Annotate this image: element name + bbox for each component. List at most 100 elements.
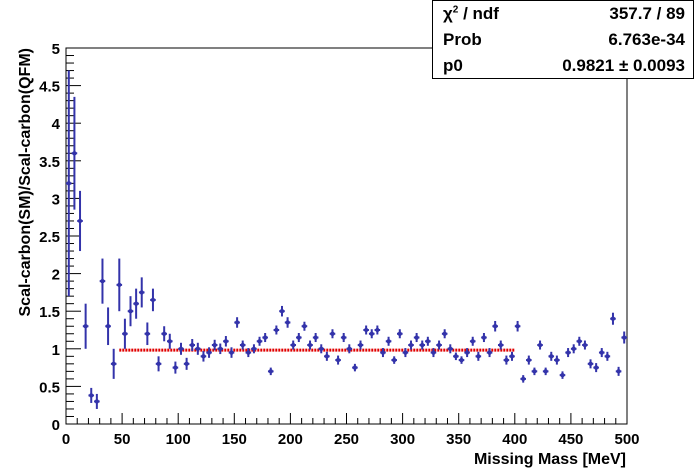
data-point — [166, 333, 173, 349]
data-marker — [442, 331, 447, 336]
data-marker — [212, 342, 217, 348]
data-marker — [352, 365, 358, 370]
data-point — [195, 342, 201, 355]
data-points — [66, 70, 627, 409]
data-marker — [324, 354, 330, 359]
data-point — [565, 348, 571, 358]
data-point — [582, 340, 588, 350]
data-point — [251, 344, 257, 354]
data-point — [621, 331, 627, 344]
data-marker — [291, 342, 296, 348]
data-point — [503, 355, 510, 365]
data-marker — [436, 342, 442, 348]
data-marker — [246, 350, 251, 355]
x-tick-label: 100 — [166, 431, 191, 448]
x-tick-label: 200 — [278, 431, 303, 448]
x-tick-label: 300 — [390, 431, 415, 448]
data-marker — [476, 354, 481, 359]
data-marker — [302, 324, 307, 329]
data-marker — [285, 320, 290, 325]
y-tick-label: 3 — [52, 191, 60, 208]
data-point — [385, 336, 392, 346]
y-tick-label: 5 — [52, 41, 60, 58]
data-marker — [133, 301, 139, 306]
data-marker — [515, 324, 520, 329]
data-point — [335, 355, 341, 365]
data-marker — [565, 350, 571, 355]
chi2-ndf-value: 357.7 / 89 — [609, 4, 685, 23]
data-point — [447, 344, 454, 354]
data-marker — [526, 357, 532, 363]
data-point — [587, 359, 594, 369]
data-marker — [380, 350, 386, 355]
data-point — [228, 347, 235, 358]
data-point — [150, 288, 156, 312]
data-marker — [167, 339, 172, 344]
stats-row-prob: Prob 6.763e-34 — [433, 27, 693, 53]
data-marker — [335, 357, 341, 363]
data-point — [183, 357, 190, 370]
data-marker — [105, 324, 111, 329]
data-marker — [184, 361, 189, 367]
axis-ticks — [65, 47, 628, 425]
x-tick-label: 450 — [558, 431, 583, 448]
data-marker — [498, 342, 503, 348]
data-point — [312, 333, 319, 343]
x-tick-label: 150 — [222, 431, 247, 448]
data-point — [77, 190, 83, 252]
plot-frame — [65, 47, 628, 425]
data-point — [239, 340, 246, 350]
data-point — [559, 371, 566, 379]
data-marker — [161, 331, 167, 336]
data-point — [537, 340, 543, 350]
data-point — [296, 333, 302, 343]
data-marker — [560, 372, 565, 378]
data-point — [380, 348, 386, 358]
data-point — [172, 361, 179, 374]
x-tick-label: 0 — [62, 431, 70, 448]
data-marker — [319, 346, 324, 351]
data-marker — [128, 309, 133, 314]
data-marker — [150, 297, 156, 303]
data-marker — [251, 346, 257, 351]
data-point — [509, 351, 515, 361]
data-marker — [369, 331, 374, 336]
y-tick-label: 2.5 — [39, 229, 60, 246]
x-tick-label: 500 — [614, 431, 639, 448]
data-point — [554, 355, 560, 365]
data-marker — [599, 350, 604, 355]
data-point — [206, 347, 212, 358]
data-point — [105, 307, 111, 346]
data-point — [329, 329, 336, 339]
data-marker — [223, 339, 229, 344]
data-point — [352, 363, 358, 372]
data-point — [273, 325, 280, 335]
data-marker — [218, 346, 223, 351]
data-marker — [201, 354, 206, 359]
chi2-ndf-label: χ2 / ndf — [443, 4, 499, 23]
data-point — [526, 355, 532, 365]
data-marker — [453, 354, 459, 359]
data-marker — [178, 346, 184, 351]
axis-tick-labels: 0 50 100 150 200 250 300 350 400 450 500 0 0.5 1 1.5 2 2… — [39, 41, 639, 448]
data-point — [88, 387, 95, 403]
data-point — [548, 351, 555, 361]
data-marker — [616, 369, 621, 374]
data-point — [133, 288, 139, 319]
data-point — [122, 318, 128, 349]
data-point — [346, 344, 353, 354]
data-point — [408, 340, 414, 350]
data-point — [430, 348, 437, 358]
data-marker — [240, 342, 245, 348]
data-marker — [593, 365, 599, 370]
data-marker — [145, 331, 150, 336]
p0-value: 0.9821 ± 0.0093 — [562, 56, 685, 75]
data-marker — [408, 342, 414, 348]
data-marker — [83, 324, 88, 329]
prob-value: 6.763e-34 — [608, 30, 685, 49]
data-point — [531, 367, 538, 376]
data-point — [604, 351, 611, 361]
data-marker — [375, 327, 380, 333]
data-marker — [420, 342, 425, 348]
